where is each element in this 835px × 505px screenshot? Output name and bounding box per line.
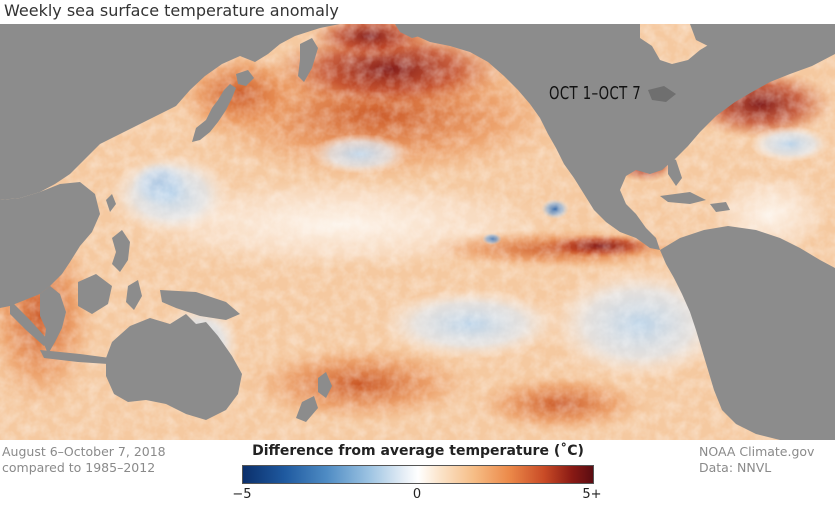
- land-greenland: [690, 24, 760, 48]
- legend-title: Difference from average temperature (˚C): [252, 443, 584, 459]
- land-florida: [668, 156, 682, 186]
- land-japan: [192, 84, 236, 142]
- period-label: August 6–October 7, 2018: [2, 444, 166, 459]
- land-borneo: [78, 274, 112, 314]
- land-taiwan: [106, 194, 116, 212]
- data-source-label: Data: NNVL: [699, 460, 772, 475]
- land-kamchatka: [298, 38, 318, 82]
- land-hokkaido: [236, 70, 254, 86]
- baseline-label: compared to 1985–2012: [2, 460, 156, 475]
- land-australia: [106, 314, 242, 420]
- land-great-lakes: [648, 86, 676, 102]
- map-svg: [0, 24, 835, 440]
- legend-tick-min: −5: [232, 487, 252, 502]
- land-cuba: [660, 192, 706, 204]
- land-sulawesi: [126, 280, 142, 310]
- land-java: [40, 350, 110, 364]
- land-south-america: [660, 226, 835, 440]
- land-new-zealand-north: [318, 372, 332, 398]
- map-title: Weekly sea surface temperature anomaly: [4, 1, 339, 20]
- land-asia-north: [0, 24, 340, 200]
- land-new-zealand-south: [296, 396, 318, 422]
- land-indochina: [40, 286, 66, 354]
- land-aleutians: [395, 24, 420, 38]
- land-new-guinea: [160, 290, 240, 320]
- land-china: [0, 182, 100, 308]
- footer-right: NOAA Climate.gov Data: NNVL: [699, 444, 831, 476]
- date-range-label: OCT 1–OCT 7: [549, 83, 642, 104]
- footer-left: August 6–October 7, 2018 compared to 198…: [2, 444, 166, 476]
- credit-label: NOAA Climate.gov: [699, 444, 815, 459]
- legend-tick-zero: 0: [412, 487, 422, 502]
- sst-anomaly-map: [0, 24, 835, 440]
- legend-colorbar: [242, 465, 594, 484]
- land-masses: [0, 24, 835, 440]
- land-hispaniola: [710, 202, 730, 212]
- land-philippines: [112, 230, 130, 272]
- legend-tick-max: 5+: [582, 487, 602, 502]
- land-north-america: [395, 24, 835, 250]
- land-sumatra: [10, 300, 48, 346]
